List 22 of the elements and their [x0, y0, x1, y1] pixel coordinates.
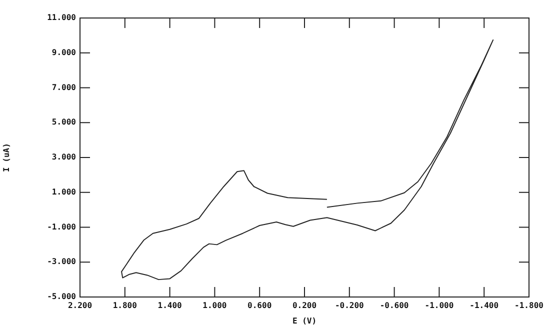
x-tick-label: 0.600 — [248, 300, 272, 310]
x-tick-label: 1.400 — [158, 300, 182, 310]
y-tick-label: -3.000 — [47, 257, 76, 266]
y-tick-label: -5.000 — [47, 292, 76, 302]
y-tick-label: 7.000 — [52, 82, 76, 92]
y-tick-label: 9.000 — [52, 48, 76, 57]
x-tick-label: 1.000 — [202, 300, 227, 310]
y-tick-label: 3.000 — [52, 152, 76, 162]
x-tick-label: -0.600 — [380, 300, 409, 310]
y-tick-label: -1.000 — [47, 222, 76, 232]
x-tick-label: 1.800 — [112, 300, 138, 310]
x-tick-label: 0.200 — [292, 300, 317, 310]
y-tick-label: 1.000 — [52, 187, 76, 196]
y-tick-label: 11.000 — [47, 13, 76, 22]
x-tick-label: 2.200 — [68, 300, 92, 310]
x-axis-title: E (V) — [292, 316, 317, 326]
x-tick-label: -1.400 — [470, 300, 499, 310]
x-tick-label: -1.000 — [424, 300, 454, 310]
y-tick-label: 5.000 — [52, 118, 76, 127]
x-tick-label: -1.800 — [514, 300, 544, 310]
x-tick-label: -0.200 — [334, 300, 364, 310]
y-axis-title: I (uA) — [2, 143, 11, 172]
